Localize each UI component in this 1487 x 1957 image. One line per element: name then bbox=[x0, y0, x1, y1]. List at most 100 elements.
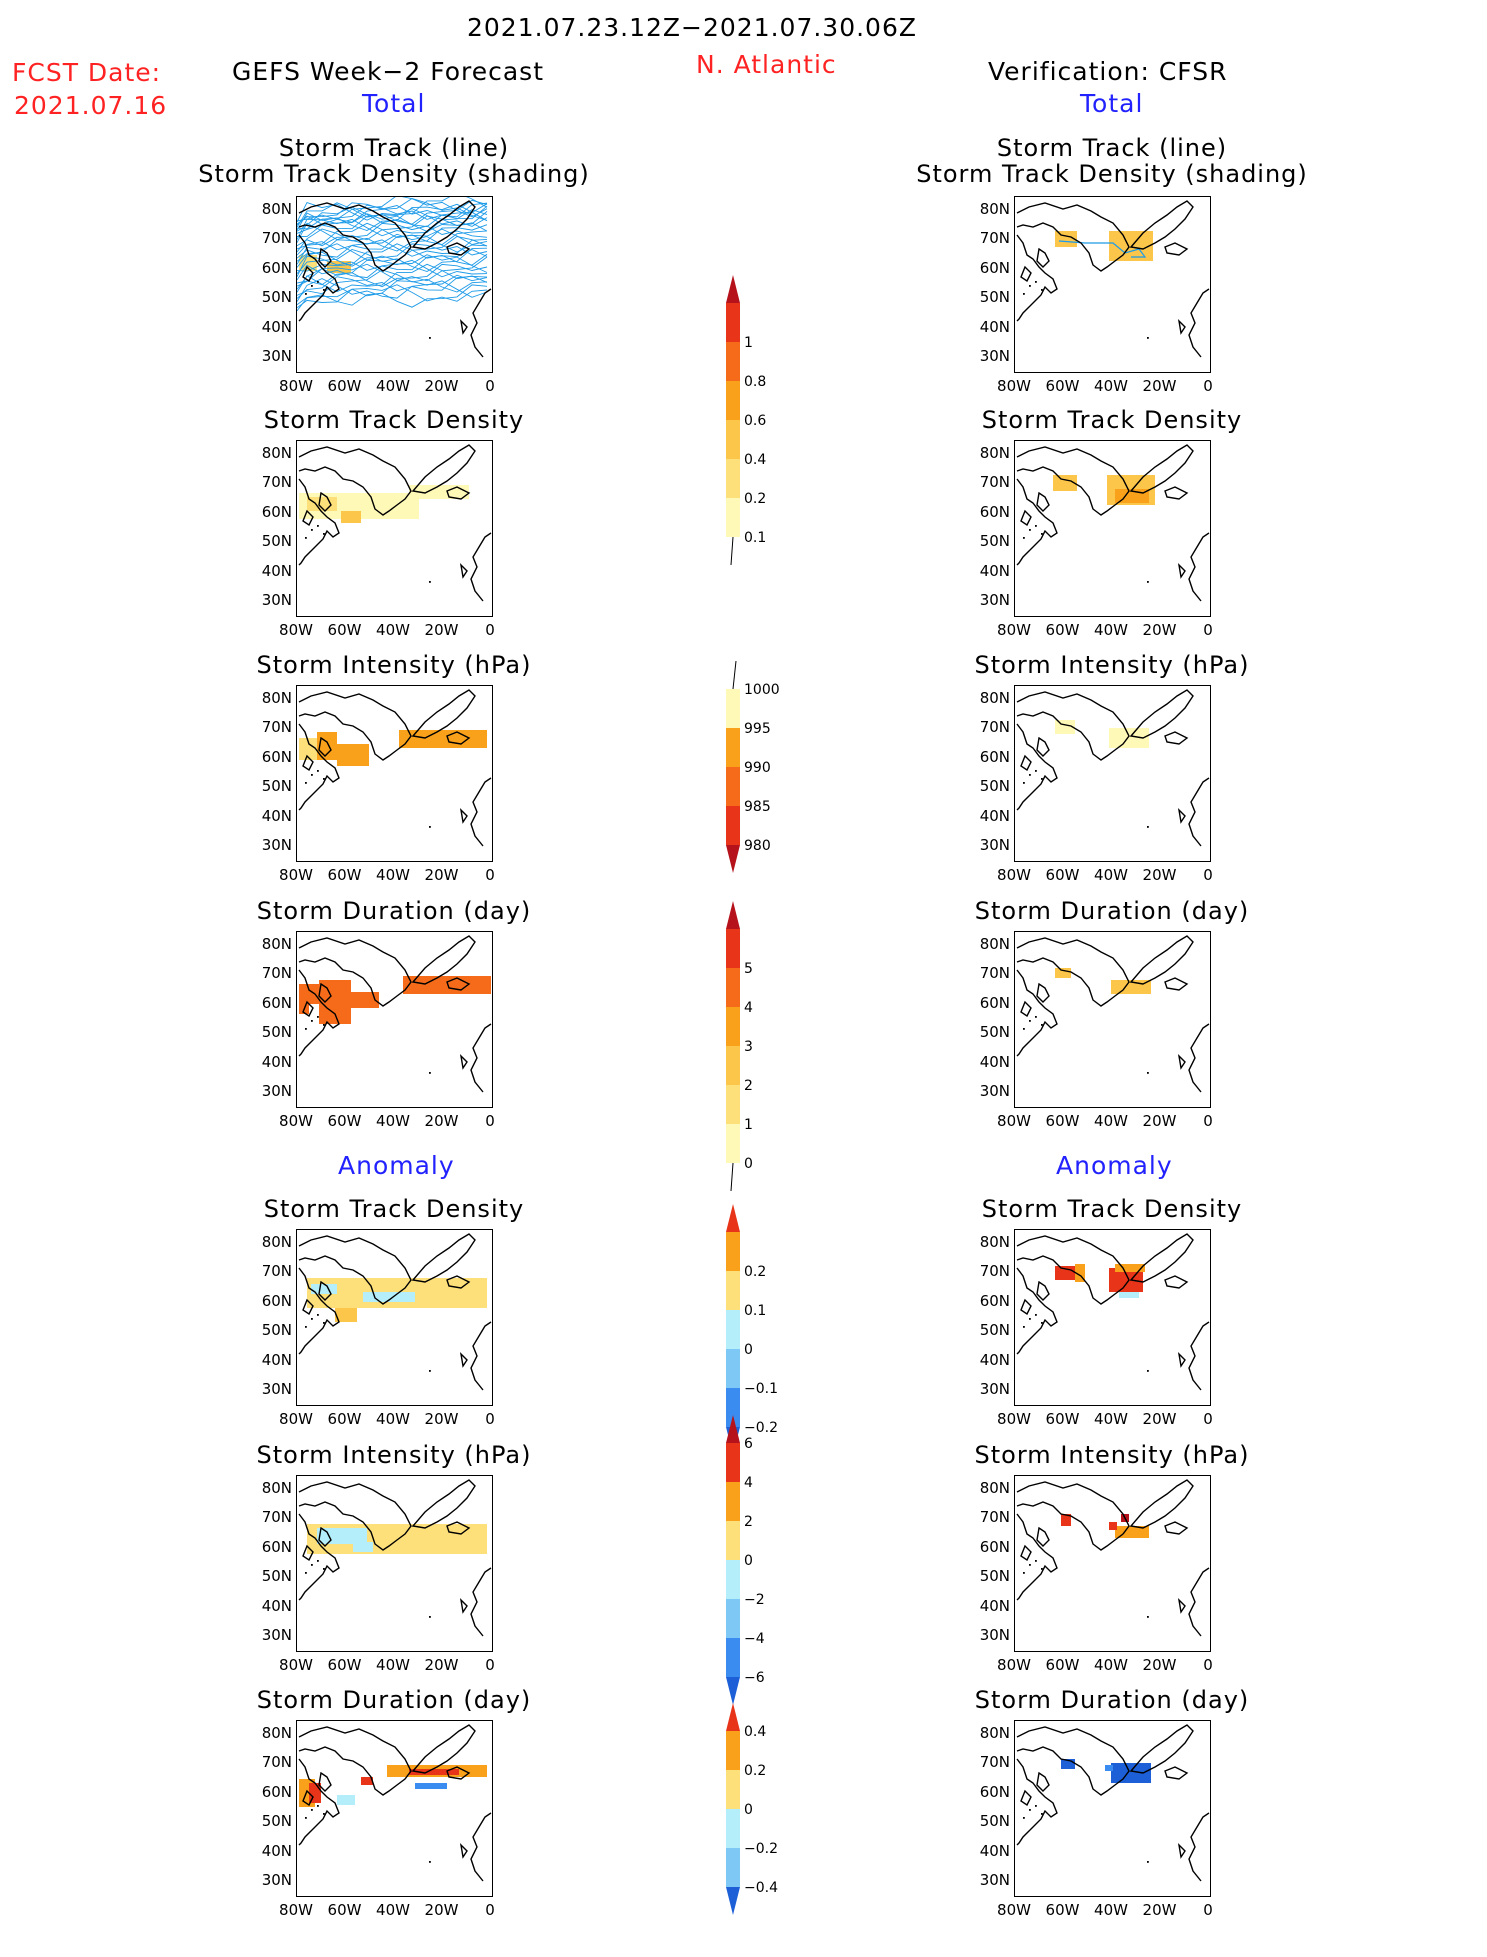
left-total-label: Total bbox=[362, 89, 426, 118]
right-column-title: Verification: CFSR bbox=[988, 57, 1228, 86]
colorbar-anom-duration-label: 0 bbox=[744, 1802, 753, 1818]
lat-tick-label: 80N bbox=[979, 689, 1010, 707]
gefs-duration-map bbox=[296, 931, 493, 1108]
lon-tick-label: 20W bbox=[424, 1112, 459, 1130]
lat-tick-label: 50N bbox=[979, 1812, 1010, 1831]
lat-tick-label: 40N bbox=[261, 806, 292, 825]
lon-tick-label: 0 bbox=[1203, 1410, 1213, 1428]
lat-tick-label: 50N bbox=[261, 1321, 292, 1340]
lat-tick-label: 80N bbox=[261, 444, 292, 462]
fcst-date: 2021.07.16 bbox=[14, 91, 168, 120]
lat-tick-label: 60N bbox=[261, 1291, 292, 1310]
colorbar-anom-density-label: 0.1 bbox=[744, 1303, 767, 1319]
lon-tick-label: 60W bbox=[1045, 377, 1080, 395]
lon-tick-label: 0 bbox=[1203, 1112, 1213, 1130]
cfsr-anom-duration-title: Storm Duration (day) bbox=[974, 1686, 1250, 1714]
colorbar-duration-label: 2 bbox=[744, 1078, 753, 1094]
lat-tick-label: 50N bbox=[979, 1567, 1010, 1586]
lon-tick-label: 0 bbox=[485, 1901, 495, 1919]
lat-tick-label: 70N bbox=[261, 718, 292, 737]
lat-tick-label: 40N bbox=[261, 317, 292, 336]
colorbar-density-label: 1 bbox=[744, 335, 753, 351]
lon-tick-label: 60W bbox=[327, 1112, 362, 1130]
region-title: N. Atlantic bbox=[696, 50, 837, 79]
cfsr-anom-intensity-title: Storm Intensity (hPa) bbox=[974, 1441, 1250, 1469]
colorbar-anom-density-label: −0.2 bbox=[744, 1420, 778, 1436]
gefs-anom-duration-title: Storm Duration (day) bbox=[256, 1686, 532, 1714]
lon-tick-label: 60W bbox=[1045, 1901, 1080, 1919]
lat-tick-label: 30N bbox=[979, 591, 1010, 609]
lat-tick-label: 50N bbox=[261, 288, 292, 307]
cfsr-anom-density-title: Storm Track Density bbox=[981, 1195, 1243, 1223]
lat-tick-label: 40N bbox=[979, 317, 1010, 336]
lat-tick-label: 50N bbox=[979, 288, 1010, 307]
gefs-anom-intensity-map bbox=[296, 1475, 493, 1652]
lon-tick-label: 20W bbox=[1142, 866, 1177, 884]
lon-tick-label: 20W bbox=[424, 621, 459, 639]
colorbar-anom-density-label: 0 bbox=[744, 1342, 753, 1358]
lat-tick-label: 40N bbox=[261, 1841, 292, 1860]
lat-tick-label: 60N bbox=[979, 502, 1010, 521]
lat-tick-label: 80N bbox=[979, 200, 1010, 218]
lat-tick-label: 80N bbox=[261, 200, 292, 218]
lat-tick-label: 70N bbox=[261, 1262, 292, 1281]
lon-tick-label: 80W bbox=[279, 377, 313, 395]
lon-tick-label: 80W bbox=[997, 1410, 1031, 1428]
lat-tick-label: 70N bbox=[261, 229, 292, 248]
lat-tick-label: 60N bbox=[261, 258, 292, 277]
lat-tick-label: 70N bbox=[979, 473, 1010, 492]
lat-tick-label: 30N bbox=[979, 1082, 1010, 1100]
lat-tick-label: 70N bbox=[261, 473, 292, 492]
lon-tick-label: 80W bbox=[997, 377, 1031, 395]
colorbar-intensity-label: 995 bbox=[744, 721, 771, 737]
cfsr-anom-density-map bbox=[1014, 1229, 1211, 1406]
lat-tick-label: 40N bbox=[979, 1052, 1010, 1071]
colorbar-anom-density-label: 0.2 bbox=[744, 1264, 767, 1280]
colorbar-duration-label: 0 bbox=[744, 1156, 753, 1172]
left-anomaly-label: Anomaly bbox=[338, 1151, 455, 1180]
lat-tick-label: 40N bbox=[261, 561, 292, 580]
cfsr-track-title: Storm Track (line) bbox=[996, 134, 1228, 162]
lat-tick-label: 60N bbox=[261, 747, 292, 766]
lon-tick-label: 40W bbox=[1094, 621, 1128, 639]
lon-tick-label: 0 bbox=[485, 377, 495, 395]
lat-tick-label: 70N bbox=[261, 1508, 292, 1527]
lat-tick-label: 30N bbox=[979, 1626, 1010, 1644]
lat-tick-label: 50N bbox=[261, 1023, 292, 1042]
lat-tick-label: 40N bbox=[979, 806, 1010, 825]
lat-tick-label: 30N bbox=[261, 1871, 292, 1889]
gefs-density-title: Storm Track Density bbox=[263, 406, 525, 434]
lat-tick-label: 30N bbox=[979, 347, 1010, 365]
lon-tick-label: 80W bbox=[279, 1901, 313, 1919]
lon-tick-label: 40W bbox=[1094, 1410, 1128, 1428]
lat-tick-label: 80N bbox=[979, 444, 1010, 462]
lat-tick-label: 70N bbox=[261, 1753, 292, 1772]
cfsr-track-title: Storm Track Density (shading) bbox=[916, 160, 1308, 188]
lat-tick-label: 40N bbox=[979, 561, 1010, 580]
lon-tick-label: 80W bbox=[997, 866, 1031, 884]
lon-tick-label: 40W bbox=[376, 1410, 410, 1428]
cfsr-anom-duration-map bbox=[1014, 1720, 1211, 1897]
lat-tick-label: 30N bbox=[979, 1380, 1010, 1398]
lat-tick-label: 60N bbox=[261, 502, 292, 521]
lat-tick-label: 70N bbox=[979, 964, 1010, 983]
lon-tick-label: 60W bbox=[1045, 866, 1080, 884]
colorbar-anom-intensity-label: 6 bbox=[744, 1436, 753, 1452]
lon-tick-label: 80W bbox=[279, 1112, 313, 1130]
lon-tick-label: 60W bbox=[1045, 1112, 1080, 1130]
lon-tick-label: 60W bbox=[327, 866, 362, 884]
colorbar-density-label: 0.6 bbox=[744, 413, 767, 429]
lon-tick-label: 20W bbox=[1142, 1410, 1177, 1428]
gefs-duration-title: Storm Duration (day) bbox=[256, 897, 532, 925]
gefs-track-map bbox=[296, 196, 493, 373]
lat-tick-label: 40N bbox=[261, 1350, 292, 1369]
lat-tick-label: 40N bbox=[979, 1596, 1010, 1615]
lon-tick-label: 40W bbox=[1094, 377, 1128, 395]
lon-tick-label: 60W bbox=[327, 377, 362, 395]
colorbar-anom-intensity-label: 2 bbox=[744, 1514, 753, 1530]
gefs-track-title: Storm Track (line) bbox=[278, 134, 510, 162]
lat-tick-label: 40N bbox=[979, 1350, 1010, 1369]
lat-tick-label: 50N bbox=[261, 1812, 292, 1831]
lat-tick-label: 80N bbox=[261, 1479, 292, 1497]
lat-tick-label: 30N bbox=[979, 1871, 1010, 1889]
